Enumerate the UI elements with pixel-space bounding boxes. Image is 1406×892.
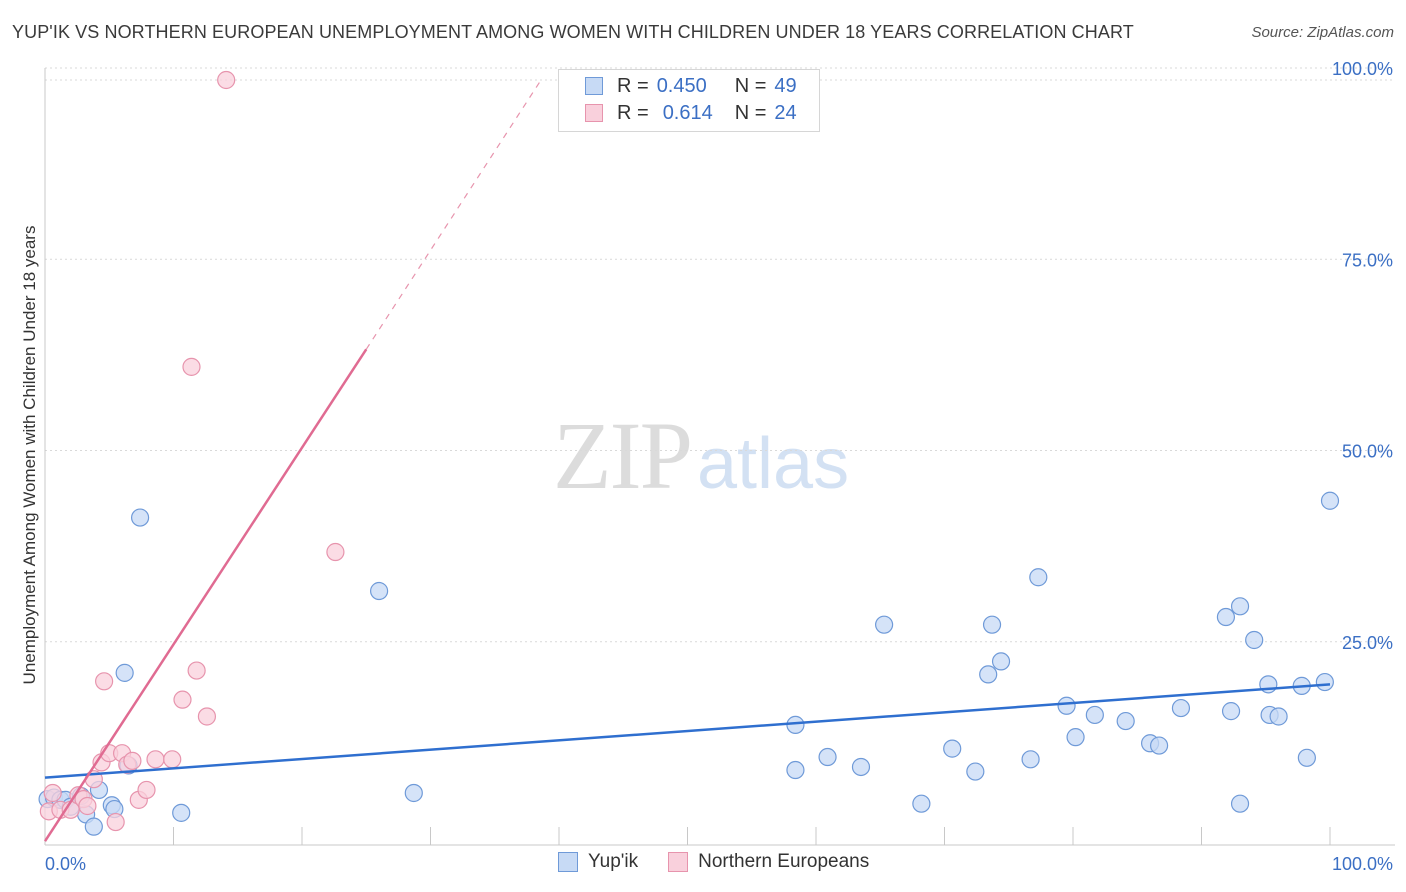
correlation-legend: R = 0.450 N = 49 R = 0.614 N = 24 — [558, 69, 820, 132]
yupik-point — [1057, 696, 1076, 715]
yupik-point — [404, 783, 423, 803]
yupik-point — [943, 739, 962, 758]
northern-europeans-point — [197, 707, 217, 726]
yupik-trend-line — [44, 683, 1331, 779]
legend-n-label: N = — [734, 74, 767, 97]
legend-r-value: 0.614 — [662, 101, 713, 124]
northern-europeans-point — [106, 812, 125, 832]
series-swatch-yupik — [558, 852, 578, 872]
northern-europeans-point — [173, 690, 192, 709]
yupik-point — [1269, 707, 1288, 726]
legend-n-label: N = — [734, 101, 767, 124]
x-tick-label: 0.0% — [45, 854, 86, 874]
yupik-point — [1230, 597, 1250, 616]
yupik-point — [1297, 748, 1316, 767]
y-tick-label: 25.0% — [1342, 633, 1393, 653]
watermark: ZIPatlas — [553, 400, 849, 511]
yupik-point — [875, 615, 894, 634]
yupik-point — [966, 762, 985, 781]
series-label-yupik: Yup'ik — [588, 851, 639, 872]
northern-europeans-trend-line — [43, 348, 368, 842]
legend-r-value: 0.450 — [656, 74, 707, 97]
y-tick-label: 50.0% — [1342, 442, 1393, 462]
yupik-point — [1315, 672, 1334, 692]
y-tick-label: 100.0% — [1332, 59, 1393, 79]
yupik-point — [912, 794, 931, 813]
y-tick-label: 75.0% — [1342, 250, 1393, 270]
yupik-point — [84, 817, 103, 836]
yupik-point — [370, 581, 389, 601]
legend-r-label: R = — [617, 101, 649, 124]
yupik-point — [1029, 568, 1048, 587]
yupik-point — [1066, 728, 1085, 747]
yupik-point — [1221, 702, 1241, 721]
northern-europeans-point — [326, 542, 345, 562]
legend-r-label: R = — [617, 74, 649, 97]
legend-swatch-northern-europeans — [585, 104, 603, 122]
yupik-point — [982, 615, 1002, 634]
series-legend-yupik: Yup'ik — [558, 851, 638, 873]
yupik-point — [1085, 705, 1104, 725]
yupik-point — [1149, 736, 1169, 755]
legend-n-value: 24 — [774, 101, 797, 124]
northern-europeans-point — [187, 661, 206, 680]
northern-europeans-point — [163, 750, 182, 769]
watermark-zip: ZIP — [553, 402, 693, 509]
yupik-point — [115, 663, 134, 682]
chart-title: YUP'IK VS NORTHERN EUROPEAN UNEMPLOYMENT… — [12, 22, 1134, 42]
series-swatch-northern-europeans — [668, 852, 689, 872]
yupik-point — [1320, 491, 1340, 510]
series-label-northern-europeans: Northern Europeans — [698, 851, 870, 872]
northern-europeans-point — [95, 672, 114, 691]
yupik-point — [1171, 698, 1191, 718]
legend-row-yupik: R = 0.450 N = 49 — [585, 74, 797, 98]
yupik-point — [1021, 750, 1040, 769]
legend-row-northern-europeans: R = 0.614 N = 24 — [585, 101, 797, 125]
yupik-point — [1245, 630, 1264, 650]
legend-n-value: 49 — [774, 74, 797, 97]
northern-europeans-point — [146, 750, 165, 769]
yupik-point — [851, 757, 871, 777]
yupik-point — [991, 652, 1011, 671]
northern-europeans-point — [78, 796, 97, 816]
yupik-point — [786, 715, 805, 734]
northern-europeans-trend-extension — [365, 79, 542, 350]
yupik-point — [130, 508, 150, 527]
northern-europeans-point — [43, 783, 62, 803]
northern-europeans-point — [182, 357, 201, 376]
watermark-atlas: atlas — [697, 424, 850, 504]
series-legend-northern-europeans: Northern Europeans — [668, 851, 869, 873]
northern-europeans-point — [123, 751, 142, 770]
yupik-point — [1216, 607, 1236, 627]
yupik-point — [1116, 711, 1135, 731]
yupik-point — [818, 747, 837, 767]
y-axis-label: Unemployment Among Women with Children U… — [20, 225, 39, 685]
series-legend: Yup'ik Northern Europeans — [558, 851, 899, 873]
northern-europeans-point — [217, 70, 236, 90]
x-tick-label: 100.0% — [1332, 854, 1393, 874]
source-credit: Source: ZipAtlas.com — [1251, 24, 1394, 41]
yupik-point — [786, 760, 805, 780]
yupik-point — [1230, 794, 1250, 813]
northern-europeans-point — [137, 780, 156, 800]
legend-swatch-yupik — [585, 77, 603, 95]
yupik-point — [172, 803, 191, 822]
yupik-point — [979, 665, 998, 684]
